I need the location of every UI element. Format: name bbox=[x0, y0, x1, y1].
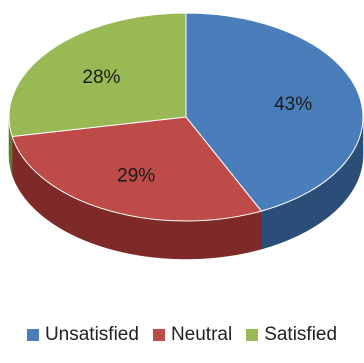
legend-item-unsatisfied: Unsatisfied bbox=[26, 324, 139, 346]
pie-data-label-unsatisfied: 43% bbox=[274, 94, 312, 115]
legend-item-satisfied: Satisfied bbox=[246, 324, 337, 346]
legend: Unsatisfied Neutral Satisfied bbox=[0, 320, 364, 350]
legend-item-neutral: Neutral bbox=[152, 324, 233, 346]
pie-slice-satisfied bbox=[8, 12, 187, 138]
legend-label-unsatisfied: Unsatisfied bbox=[44, 324, 139, 345]
pie-slice-neutral bbox=[11, 116, 263, 222]
pie-data-labels: 43% 29% 28% bbox=[82, 67, 312, 187]
legend-swatch-satisfied bbox=[246, 329, 259, 341]
pie-top-faces bbox=[8, 12, 364, 222]
legend-label-satisfied: Satisfied bbox=[264, 324, 338, 345]
pie-data-label-neutral: 29% bbox=[117, 166, 155, 187]
legend-swatch-unsatisfied bbox=[26, 329, 39, 341]
pie-slice-unsatisfied bbox=[185, 12, 364, 212]
legend-swatch-neutral bbox=[152, 329, 165, 341]
legend-label-neutral: Neutral bbox=[170, 324, 233, 345]
pie-data-label-satisfied: 28% bbox=[82, 67, 120, 88]
